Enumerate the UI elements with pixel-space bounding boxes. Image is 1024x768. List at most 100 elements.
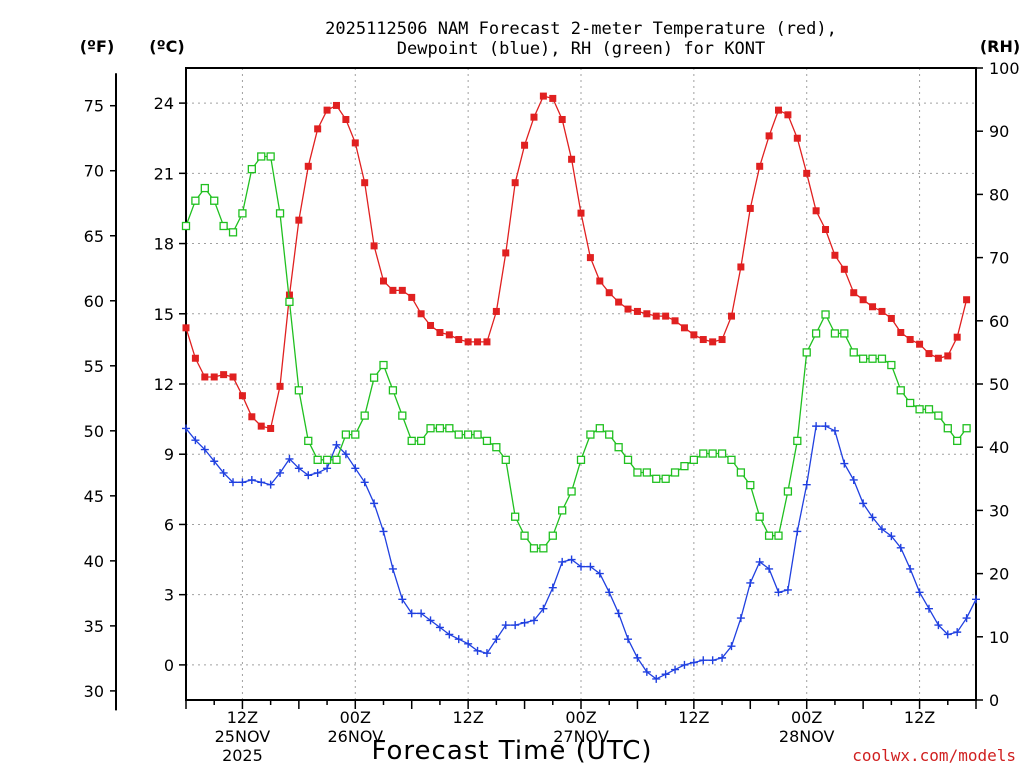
dewpoint-point (595, 569, 604, 578)
rh-tick-label: 60 (989, 312, 1009, 331)
dewpoint-point (906, 564, 915, 573)
rh-point (953, 436, 962, 446)
temperature-point (182, 324, 190, 332)
dewpoint-point (332, 440, 341, 449)
temperature-point (680, 324, 688, 332)
x-tick-label: 12Z (227, 708, 258, 727)
dewpoint-point (868, 513, 877, 522)
temperature-point (586, 254, 594, 262)
rh-point (294, 386, 304, 395)
rh-point (200, 183, 209, 193)
credit-link[interactable]: coolwx.com/models (852, 746, 1016, 765)
temperature-point (370, 242, 378, 250)
rh-point (642, 468, 651, 477)
dewpoint-point (774, 588, 783, 597)
dewpoint-point (896, 543, 905, 552)
plot-frame (185, 67, 977, 701)
x-tick-label: 00Z (340, 708, 371, 727)
temperature-point (304, 162, 312, 170)
rh-point (257, 152, 266, 161)
temperature-point (436, 329, 444, 337)
rh-tick-label: 70 (989, 249, 1009, 268)
fahrenheit-tick-label: 45 (84, 487, 104, 506)
temperature-point (605, 289, 613, 297)
celsius-tick-label: 24 (154, 94, 174, 113)
temperature-point (662, 312, 670, 320)
temperature-point (408, 293, 416, 301)
x-tick-label: 12Z (904, 708, 935, 727)
temperature-point (633, 307, 641, 315)
temperature-point (718, 336, 726, 344)
dewpoint-point (182, 424, 190, 433)
dewpoint-point (360, 478, 369, 487)
temperature-point (850, 289, 858, 297)
temperature-point (210, 373, 218, 381)
dewpoint-point (943, 630, 952, 639)
rh-tick-label: 30 (989, 501, 1009, 520)
temperature-point (220, 371, 228, 379)
temperature-point (803, 169, 811, 177)
dewpoint-point (454, 635, 463, 644)
temperature-point (859, 296, 867, 304)
rh-point (727, 455, 736, 464)
temperature-point (389, 286, 397, 294)
temperature-point (831, 251, 839, 259)
temperature-point (267, 424, 275, 432)
fahrenheit-tick-label: 30 (84, 682, 104, 701)
dewpoint-point (238, 478, 247, 487)
dewpoint-point (351, 464, 360, 473)
temperature-point (925, 350, 933, 358)
temperature-point (690, 331, 698, 339)
fahrenheit-tick-label: 55 (84, 357, 104, 376)
fahrenheit-unit-label: (ºF) (80, 37, 115, 56)
rh-point (774, 531, 783, 540)
temperature-point (417, 310, 425, 318)
dewpoint-point (736, 614, 745, 623)
rh-point (943, 424, 952, 433)
dewpoint-point (191, 436, 200, 445)
rh-point (191, 196, 200, 205)
rh-point (275, 209, 285, 218)
rh-point (915, 405, 924, 414)
rh-point (520, 531, 529, 540)
temperature-point (906, 336, 914, 344)
dewpoint-point (229, 478, 238, 487)
temperature-point (201, 373, 209, 381)
dewpoint-point (501, 621, 510, 630)
series (181, 92, 980, 683)
dewpoint-point (285, 454, 294, 463)
x-tick-label: 12Z (452, 708, 483, 727)
rh-tick-label: 80 (989, 185, 1009, 204)
rh-point (924, 405, 934, 414)
dewpoint-point (924, 604, 933, 613)
rh-tick-label: 40 (989, 438, 1009, 457)
dewpoint-point (671, 665, 680, 674)
dewpoint-point (294, 464, 303, 473)
temperature-point (897, 329, 905, 337)
rh-point (755, 512, 764, 521)
temperature-point (699, 336, 707, 344)
celsius-tick-label: 15 (154, 305, 174, 324)
dewpoint-point (379, 527, 388, 536)
rh-point (463, 430, 473, 439)
dewpoint-point (859, 499, 868, 508)
dewpoint-point (802, 480, 811, 489)
rh-point (332, 455, 341, 464)
temperature-point (427, 321, 435, 329)
temperature-point (295, 216, 303, 224)
temperature-point (332, 101, 340, 109)
dewpoint-point (699, 656, 708, 665)
x-tick-date: 25NOV (215, 727, 271, 746)
rh-point (529, 544, 539, 553)
rh-point (699, 449, 708, 458)
rh-point (576, 455, 586, 464)
temperature-point (963, 296, 971, 304)
rh-point (680, 462, 689, 471)
temperature-point (530, 113, 538, 121)
rh-point (416, 436, 426, 446)
dewpoint-point (219, 468, 228, 477)
dewpoint-point (727, 642, 736, 651)
dewpoint-point (821, 422, 830, 431)
temperature-point (916, 340, 924, 348)
dewpoint-point (812, 422, 821, 431)
